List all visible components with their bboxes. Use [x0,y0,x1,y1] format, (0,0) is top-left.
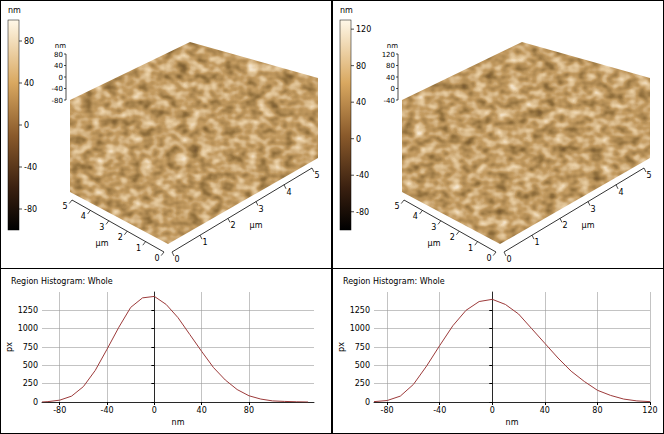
svg-text:250: 250 [355,379,370,388]
svg-text:2: 2 [118,233,123,242]
svg-text:1250: 1250 [18,306,38,315]
svg-text:120: 120 [642,406,657,415]
svg-text:2: 2 [230,221,235,230]
svg-text:5: 5 [646,171,651,180]
svg-text:µm: µm [582,221,595,230]
svg-text:0: 0 [486,254,491,263]
svg-text:-80: -80 [24,205,37,214]
svg-text:1000: 1000 [350,324,370,333]
svg-text:0: 0 [356,135,361,144]
svg-text:4: 4 [413,212,418,221]
svg-text:-80: -80 [52,97,63,105]
svg-text:0: 0 [154,254,159,263]
svg-text:40: 40 [24,79,34,88]
svg-text:0: 0 [506,255,511,264]
svg-text:2: 2 [450,233,455,242]
svg-text:0: 0 [152,406,157,415]
svg-text:1000: 1000 [18,324,38,333]
svg-text:750: 750 [23,343,38,352]
svg-text:4: 4 [81,212,86,221]
svg-text:5: 5 [62,202,67,211]
svg-text:0: 0 [33,398,38,407]
svg-text:250: 250 [23,379,38,388]
svg-text:40: 40 [356,98,366,107]
svg-text:nm: nm [387,42,398,50]
svg-text:1: 1 [534,238,539,247]
svg-text:0: 0 [24,121,29,130]
svg-text:120: 120 [356,25,371,34]
svg-text:-40: -40 [24,163,37,172]
svg-text:px: px [337,342,346,352]
svg-text:nm: nm [55,42,66,50]
svg-text:0: 0 [490,406,495,415]
svg-text:µm: µm [96,239,109,248]
svg-text:Region Histogram: Whole: Region Histogram: Whole [11,277,113,286]
svg-text:40: 40 [540,406,550,415]
svg-text:1250: 1250 [350,306,370,315]
svg-text:1: 1 [202,238,207,247]
svg-text:-80: -80 [53,406,66,415]
svg-text:40: 40 [386,74,395,82]
svg-text:4: 4 [286,188,291,197]
svg-text:3: 3 [258,205,263,214]
svg-text:0: 0 [365,398,370,407]
svg-text:80: 80 [356,62,366,71]
svg-text:µm: µm [250,221,263,230]
svg-text:0: 0 [59,74,63,82]
svg-text:-80: -80 [381,406,394,415]
svg-text:-40: -40 [356,171,369,180]
svg-text:80: 80 [54,51,63,59]
svg-text:0: 0 [174,255,179,264]
svg-text:500: 500 [23,361,38,370]
svg-text:80: 80 [592,406,602,415]
svg-text:nm: nm [506,418,519,427]
svg-text:3: 3 [590,205,595,214]
svg-text:0: 0 [391,85,395,93]
svg-text:-80: -80 [356,208,369,217]
svg-text:-40: -40 [52,85,63,93]
svg-text:3: 3 [99,223,104,232]
svg-text:-40: -40 [101,406,114,415]
svg-text:120: 120 [382,51,395,59]
svg-text:-40: -40 [384,97,395,105]
svg-text:80: 80 [24,37,34,46]
svg-text:80: 80 [386,62,395,70]
svg-text:2: 2 [562,221,567,230]
svg-text:40: 40 [54,62,63,70]
svg-text:nm: nm [8,6,21,15]
svg-text:µm: µm [428,239,441,248]
svg-text:1: 1 [468,244,473,253]
svg-text:nm: nm [172,418,185,427]
svg-text:4: 4 [618,188,623,197]
svg-text:750: 750 [355,343,370,352]
svg-text:Region Histogram: Whole: Region Histogram: Whole [343,277,445,286]
svg-text:nm: nm [340,6,353,15]
svg-text:40: 40 [197,406,207,415]
svg-text:1: 1 [136,244,141,253]
svg-text:-40: -40 [433,406,446,415]
svg-text:5: 5 [394,202,399,211]
svg-text:5: 5 [314,171,319,180]
svg-text:80: 80 [244,406,254,415]
svg-text:3: 3 [431,223,436,232]
svg-text:500: 500 [355,361,370,370]
svg-text:px: px [5,342,14,352]
